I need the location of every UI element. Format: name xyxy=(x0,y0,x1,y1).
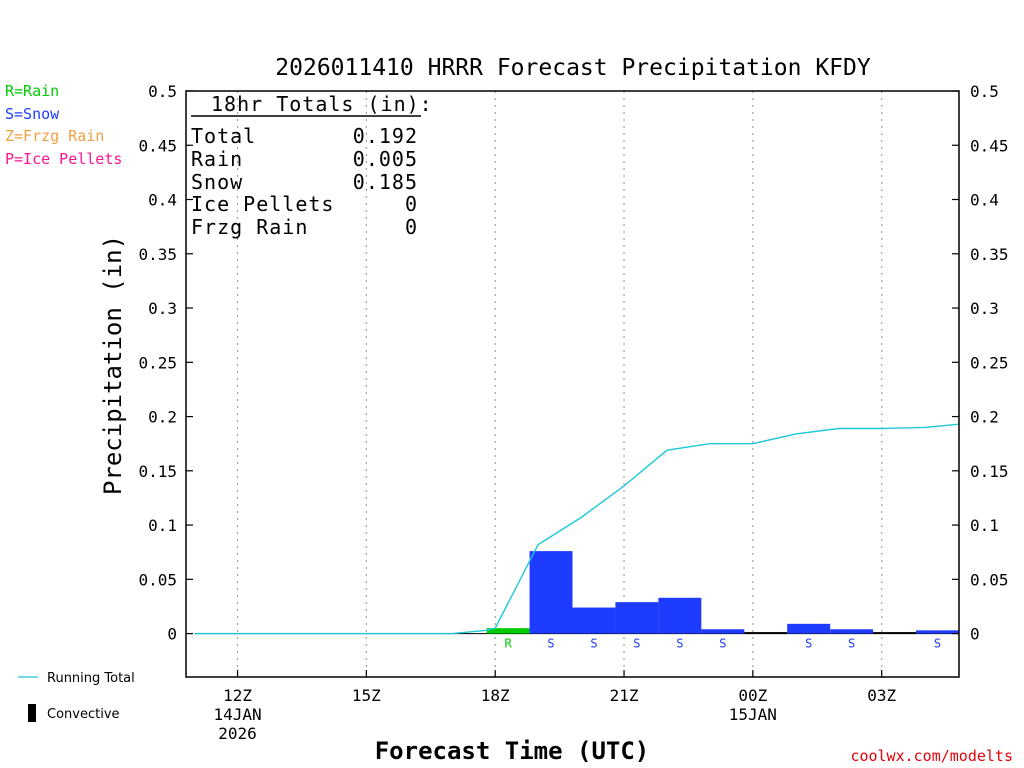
totals-row-label: Frzg Rain xyxy=(191,215,308,239)
y-tick-label-left: 0.35 xyxy=(138,245,177,264)
x-tick-label: 00Z xyxy=(738,686,767,705)
precip-bar xyxy=(873,632,917,634)
x-tick-label: 03Z xyxy=(867,686,896,705)
totals-row-value: 0.185 xyxy=(353,170,418,194)
totals-row-label: Rain xyxy=(191,147,243,171)
y-tick-label-left: 0.25 xyxy=(138,353,177,372)
totals-row-label: Snow xyxy=(191,170,243,194)
y-tick-label-right: 0.4 xyxy=(970,191,999,210)
totals-box: 18hr Totals (in): Total 0.192 Rain 0.005… xyxy=(191,92,433,239)
totals-row-value: 0.005 xyxy=(353,147,418,171)
x-tick-label: 18Z xyxy=(481,686,510,705)
x-tick-date: 15JAN xyxy=(729,705,777,724)
y-axis-ticks: 0 00.05 0.050.1 0.10.15 0.150.2 0.20.25 0.250.… xyxy=(138,82,1008,644)
totals-row-value: 0.192 xyxy=(353,124,418,148)
y-tick-label-right: 0.1 xyxy=(970,516,999,535)
precip-bar xyxy=(916,630,959,634)
precip-bar xyxy=(658,597,702,634)
legend-snow: S=Snow xyxy=(5,105,60,123)
y-tick-label-left: 0.05 xyxy=(138,570,177,589)
chart-title: 2026011410 HRRR Forecast Precipitation K… xyxy=(275,55,871,81)
convective-legend-label: Convective xyxy=(47,707,120,722)
x-tick-label: 15Z xyxy=(352,686,381,705)
y-tick-label-left: 0 xyxy=(167,625,177,644)
totals-header: 18hr Totals (in): xyxy=(211,92,433,116)
y-tick-label-right: 0.05 xyxy=(970,570,1009,589)
precip-bar xyxy=(701,629,745,634)
x-tick-year: 2026 xyxy=(218,724,257,743)
ptype-legend: R=Rain S=Snow Z=Frzg Rain P=Ice Pellets xyxy=(5,82,122,168)
credit-text: coolwx.com/modelts xyxy=(850,747,1013,765)
y-tick-label-right: 0.2 xyxy=(970,408,999,427)
y-tick-label-right: 0.3 xyxy=(970,299,999,318)
bars-layer xyxy=(194,551,959,635)
y-tick-label-left: 0.45 xyxy=(138,136,177,155)
totals-row-label: Total xyxy=(191,124,256,148)
legend-frzg-rain: Z=Frzg Rain xyxy=(5,127,104,145)
precip-bar xyxy=(787,623,831,634)
y-tick-label-left: 0.1 xyxy=(148,516,177,535)
y-tick-label-right: 0.25 xyxy=(970,353,1009,372)
running-total-legend-label: Running Total xyxy=(47,671,135,686)
y-tick-label-right: 0.5 xyxy=(970,82,999,101)
x-tick-label: 12Z xyxy=(223,686,252,705)
precip-bar xyxy=(615,602,659,634)
running-total-line xyxy=(194,423,960,635)
ptype-letter: R xyxy=(504,637,512,651)
precip-bar xyxy=(744,632,788,634)
x-axis-label: Forecast Time (UTC) xyxy=(375,737,650,765)
totals-row-value: 0 xyxy=(405,215,418,239)
y-tick-label-left: 0.3 xyxy=(148,299,177,318)
line-legend: Running Total Convective xyxy=(18,671,135,722)
y-tick-label-left: 0.4 xyxy=(148,191,177,210)
precip-bar xyxy=(830,629,874,634)
y-tick-label-right: 0.45 xyxy=(970,136,1009,155)
totals-row-value: 0 xyxy=(405,192,418,216)
precip-bar xyxy=(529,551,573,634)
x-tick-date: 14JAN xyxy=(213,705,261,724)
ptype-letter: S xyxy=(719,637,726,651)
x-tick-label: 21Z xyxy=(610,686,639,705)
y-tick-label-left: 0.15 xyxy=(138,462,177,481)
legend-rain: R=Rain xyxy=(5,82,59,100)
y-tick-label-right: 0.35 xyxy=(970,245,1009,264)
ptype-letter: S xyxy=(547,637,554,651)
y-tick-label-right: 0 xyxy=(970,625,980,644)
ptype-letter: S xyxy=(848,637,855,651)
y-axis-label: Precipitation (in) xyxy=(99,235,127,495)
totals-row-label: Ice Pellets xyxy=(191,192,334,216)
plot-frame xyxy=(185,90,960,678)
precip-bar xyxy=(486,628,530,634)
y-tick-label-right: 0.15 xyxy=(970,462,1009,481)
ptype-letter: S xyxy=(590,637,597,651)
y-tick-label-left: 0.5 xyxy=(148,82,177,101)
y-tick-label-left: 0.2 xyxy=(148,408,177,427)
convective-swatch xyxy=(28,704,36,722)
ptype-letter: S xyxy=(934,637,941,651)
precip-bar xyxy=(572,607,616,634)
ptype-letter: S xyxy=(805,637,812,651)
ptype-letter: S xyxy=(633,637,640,651)
running-total-layer xyxy=(194,423,960,635)
legend-ice-pellets: P=Ice Pellets xyxy=(5,150,122,168)
ptype-letter: S xyxy=(676,637,683,651)
